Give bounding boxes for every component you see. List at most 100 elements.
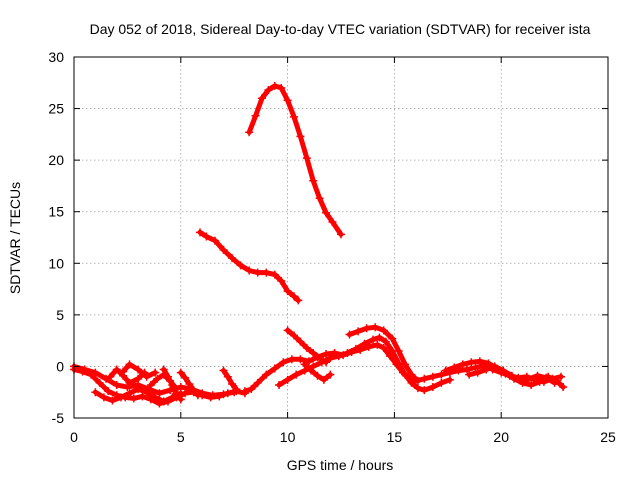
data-point — [354, 327, 363, 336]
series-arc-i — [221, 368, 239, 392]
data-point — [196, 228, 205, 237]
data-point — [375, 333, 384, 342]
data-point — [193, 391, 202, 400]
data-point — [142, 388, 151, 397]
x-axis-label: GPS time / hours — [287, 457, 394, 473]
data-point — [251, 111, 260, 120]
data-point — [313, 371, 322, 380]
data-point — [322, 350, 331, 359]
data-point — [219, 245, 228, 254]
data-point — [262, 370, 271, 379]
data-point — [91, 388, 100, 397]
data-point — [123, 383, 132, 392]
data-point — [315, 354, 324, 363]
data-point — [413, 384, 422, 393]
data-point — [394, 359, 403, 368]
data-point — [465, 370, 474, 379]
data-point — [146, 380, 155, 389]
data-point — [247, 385, 256, 394]
data-point — [210, 236, 219, 245]
data-point — [373, 340, 382, 349]
y-tick-label: 0 — [56, 358, 64, 374]
data-point — [279, 358, 288, 367]
data-point — [228, 254, 237, 263]
data-point — [322, 358, 331, 367]
data-point — [91, 368, 100, 377]
data-point — [277, 276, 286, 285]
data-point — [302, 343, 311, 352]
data-point — [437, 370, 446, 379]
data-point — [236, 261, 245, 270]
data-point — [168, 380, 177, 389]
data-point — [304, 357, 313, 366]
data-point — [309, 362, 318, 371]
data-point — [371, 323, 380, 332]
data-point — [185, 379, 194, 388]
data-point — [176, 395, 185, 404]
data-point — [275, 380, 284, 389]
data-point — [112, 380, 121, 389]
data-point — [441, 366, 450, 375]
x-tick-label: 0 — [70, 429, 78, 445]
data-point — [151, 393, 160, 402]
data-point — [542, 373, 551, 382]
data-point — [290, 112, 299, 121]
data-point — [290, 292, 299, 301]
data-point — [473, 368, 482, 377]
plot-frame — [73, 56, 609, 419]
data-point — [379, 343, 388, 352]
data-point — [369, 335, 378, 344]
data-point — [253, 268, 262, 277]
data-point — [328, 218, 337, 227]
data-point — [307, 366, 316, 375]
data-point — [334, 352, 343, 361]
data-point — [535, 377, 544, 386]
data-point — [401, 360, 410, 369]
x-tick-label: 10 — [280, 429, 296, 445]
data-point — [343, 349, 352, 358]
data-series — [70, 81, 568, 408]
data-point — [176, 368, 185, 377]
y-tick-label: 30 — [48, 49, 64, 65]
data-point — [240, 387, 249, 396]
data-point — [326, 370, 335, 379]
data-point — [262, 268, 271, 277]
data-point — [159, 365, 168, 374]
data-point — [116, 393, 125, 402]
data-point — [198, 389, 207, 398]
data-point — [119, 367, 128, 376]
data-point — [351, 344, 360, 353]
data-point — [499, 366, 508, 375]
y-axis-label: SDTVAR / TECUs — [7, 182, 23, 294]
data-point — [550, 378, 559, 387]
data-point — [99, 393, 108, 402]
data-point — [475, 357, 484, 366]
data-point — [516, 376, 525, 385]
data-point — [471, 363, 480, 372]
data-point — [112, 365, 121, 374]
data-point — [407, 378, 416, 387]
data-point — [379, 326, 388, 335]
data-point — [458, 360, 467, 369]
data-point — [482, 365, 491, 374]
data-point — [450, 363, 459, 372]
data-point — [138, 392, 147, 401]
data-point — [283, 326, 292, 335]
data-point — [277, 83, 286, 92]
data-point — [153, 374, 162, 383]
data-point — [287, 355, 296, 364]
y-tick-label: 5 — [56, 307, 64, 323]
data-point — [533, 371, 542, 380]
data-point — [296, 355, 305, 364]
x-tick-label: 25 — [600, 429, 616, 445]
data-point — [420, 386, 429, 395]
x-tick-label: 20 — [493, 429, 509, 445]
data-point — [557, 372, 566, 381]
data-point — [524, 374, 533, 383]
data-point — [309, 349, 318, 358]
data-point — [219, 390, 228, 399]
data-point — [296, 132, 305, 141]
data-point — [507, 371, 516, 380]
data-point — [208, 391, 217, 400]
data-point — [437, 378, 446, 387]
